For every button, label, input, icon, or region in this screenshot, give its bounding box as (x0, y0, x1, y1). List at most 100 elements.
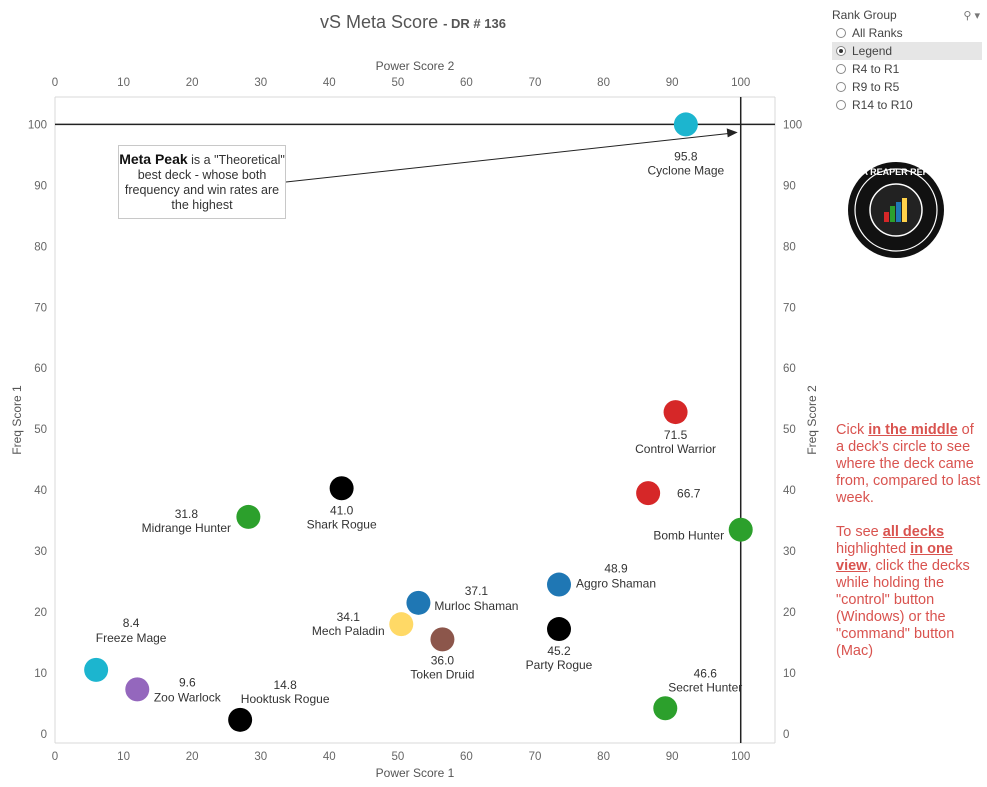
deck-point[interactable] (547, 617, 571, 642)
y-tick-left: 90 (34, 180, 47, 192)
deck-score-label: 37.1 (465, 584, 489, 598)
x-tick-bottom: 50 (391, 751, 404, 763)
instr-text: To see (836, 524, 883, 540)
x-axis-title-top: Power Score 2 (376, 59, 455, 73)
x-tick-top: 90 (666, 77, 679, 89)
deck-name-label: Mech Paladin (312, 624, 385, 638)
instr-emphasis: in one view (836, 541, 953, 574)
radio-icon[interactable] (836, 28, 846, 38)
instr-text: highlighted (836, 541, 911, 557)
deck-point[interactable] (663, 400, 688, 425)
rank-option-label: Legend (852, 44, 893, 58)
meta-peak-callout: Meta Peak is a "Theoretical" best deck -… (118, 145, 286, 219)
x-tick-bottom: 60 (460, 751, 473, 763)
y-tick-right: 10 (783, 668, 796, 680)
data-reaper-report-logo: DATA REAPER REPORT (846, 162, 946, 258)
instructions-para-1: Cick in the middle of a deck's circle to… (836, 422, 984, 507)
y-tick-right: 40 (783, 485, 796, 497)
deck-score-label: 95.8 (674, 149, 698, 163)
chart-title-main: vS Meta Score (320, 12, 439, 32)
x-tick-bottom: 90 (666, 751, 679, 763)
radio-icon[interactable] (836, 82, 846, 92)
rank-option-label: R4 to R1 (852, 62, 900, 76)
deck-name-label: Zoo Warlock (154, 690, 222, 704)
x-tick-bottom: 80 (597, 751, 610, 763)
x-tick-top: 80 (597, 77, 610, 89)
y-tick-right: 30 (783, 546, 796, 558)
y-tick-right: 90 (783, 180, 796, 192)
instr-text: , click the decks while holding the "con… (836, 558, 970, 659)
deck-name-label: Shark Rogue (307, 517, 377, 531)
instr-text: of a deck's circle to see where the deck… (836, 422, 981, 506)
deck-point[interactable] (329, 476, 354, 501)
instructions: Cick in the middle of a deck's circle to… (836, 422, 984, 677)
deck-point[interactable] (389, 612, 414, 637)
radio-icon[interactable] (836, 64, 846, 74)
deck-name-label: Murloc Shaman (434, 599, 518, 613)
rank-option-r9-r5[interactable]: R9 to R5 (832, 78, 982, 96)
deck-name-label: Token Druid (410, 667, 474, 681)
y-tick-left: 40 (34, 485, 47, 497)
deck-point[interactable] (84, 657, 109, 682)
deck-score-label: 71.5 (664, 428, 688, 442)
callout-arrow-line (285, 132, 730, 183)
deck-score-label: 46.6 (694, 666, 718, 680)
instr-emphasis: in the middle (868, 422, 958, 438)
rank-option-label: R9 to R5 (852, 80, 900, 94)
deck-score-label: 45.2 (547, 644, 571, 658)
rank-option-legend[interactable]: Legend (832, 42, 982, 60)
deck-point[interactable] (653, 696, 678, 721)
x-tick-top: 50 (391, 77, 404, 89)
deck-point[interactable] (636, 481, 661, 506)
rank-option-all-ranks[interactable]: All Ranks (832, 24, 982, 42)
y-tick-left: 30 (34, 546, 47, 558)
deck-point[interactable] (406, 590, 431, 615)
rank-option-r14-r10[interactable]: R14 to R10 (832, 96, 982, 114)
y-tick-right: 60 (783, 363, 796, 375)
deck-score-label: 34.1 (337, 610, 361, 624)
y-tick-right: 0 (783, 729, 789, 741)
deck-point[interactable] (728, 517, 753, 542)
search-dropdown-icon[interactable]: ⚲ ▾ (963, 9, 980, 22)
x-tick-bottom: 40 (323, 751, 336, 763)
deck-point[interactable] (430, 627, 455, 652)
x-tick-bottom: 30 (254, 751, 267, 763)
y-tick-right: 70 (783, 302, 796, 314)
deck-name-label: Freeze Mage (96, 631, 167, 645)
rank-option-label: R14 to R10 (852, 98, 913, 112)
deck-point[interactable] (236, 504, 261, 529)
radio-icon[interactable] (836, 100, 846, 110)
deck-point[interactable] (673, 112, 698, 137)
rank-option-r4-r1[interactable]: R4 to R1 (832, 60, 982, 78)
deck-score-label: 14.8 (273, 678, 297, 692)
chart-title: vS Meta Score - DR # 136 (0, 12, 826, 33)
x-tick-bottom: 100 (731, 751, 750, 763)
deck-point[interactable] (547, 572, 571, 597)
y-tick-left: 70 (34, 302, 47, 314)
deck-score-label: 8.4 (123, 616, 140, 630)
x-tick-top: 60 (460, 77, 473, 89)
callout-text: is a "Theoretical" best deck - whose bot… (124, 153, 285, 212)
deck-score-label: 48.9 (604, 562, 628, 576)
y-tick-left: 100 (28, 119, 47, 131)
y-tick-right: 20 (783, 607, 796, 619)
x-tick-top: 100 (731, 77, 750, 89)
radio-selected-icon[interactable] (836, 46, 846, 56)
y-tick-left: 80 (34, 241, 47, 253)
x-tick-bottom: 20 (186, 751, 199, 763)
y-axis-title-right: Freq Score 2 (805, 385, 819, 455)
deck-name-label: Control Warrior (635, 442, 716, 456)
rank-group-header: Rank Group ⚲ ▾ (832, 6, 982, 24)
deck-score-label: 41.0 (330, 503, 354, 517)
y-tick-left: 60 (34, 363, 47, 375)
y-axis-title-left: Freq Score 1 (10, 385, 24, 455)
y-tick-left: 10 (34, 668, 47, 680)
deck-point[interactable] (228, 707, 253, 732)
deck-point[interactable] (125, 677, 150, 702)
y-tick-left: 20 (34, 607, 47, 619)
x-tick-bottom: 70 (529, 751, 542, 763)
y-tick-left: 0 (41, 729, 47, 741)
chart-title-sub: - DR # 136 (443, 16, 506, 31)
x-tick-top: 40 (323, 77, 336, 89)
x-axis-title-bottom: Power Score 1 (376, 766, 455, 780)
